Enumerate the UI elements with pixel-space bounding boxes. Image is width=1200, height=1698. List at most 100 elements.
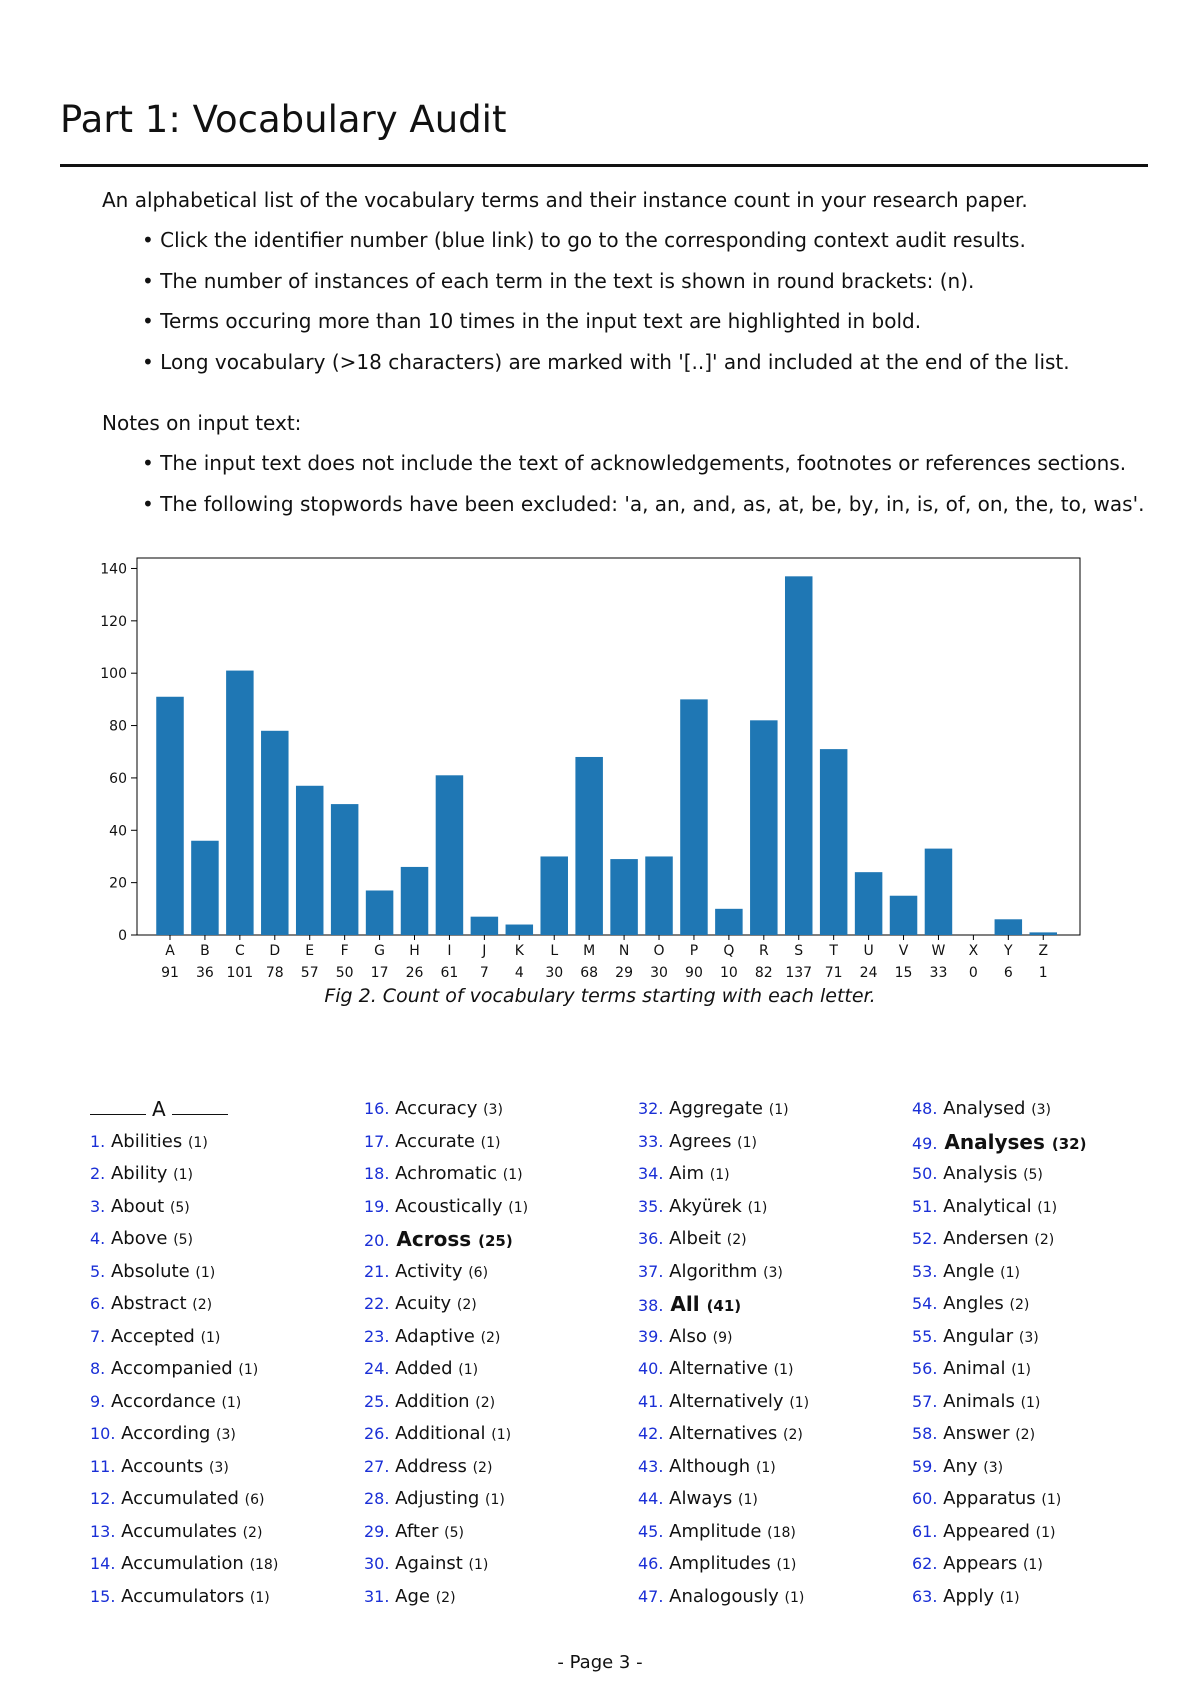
vocab-id-link[interactable]: 4. [90, 1229, 106, 1248]
vocab-id-link[interactable]: 21. [364, 1261, 390, 1281]
vocab-id-link[interactable]: 40. [638, 1359, 664, 1378]
vocab-count: (5) [173, 1232, 194, 1248]
vocab-id-link[interactable]: 7. [90, 1326, 106, 1346]
vocab-id-link[interactable]: 54. [912, 1294, 938, 1313]
vocab-id-link[interactable]: 13. [90, 1521, 116, 1541]
vocab-id-link[interactable]: 53. [912, 1261, 938, 1281]
vocab-id-link[interactable]: 57. [912, 1391, 938, 1411]
vocab-count: (1) [755, 1459, 776, 1476]
bar-value-label: 4 [515, 965, 524, 981]
vocab-term: About [105, 1195, 170, 1217]
vocab-id-link[interactable]: 28. [364, 1489, 390, 1508]
vocab-id-link[interactable]: 27. [364, 1456, 390, 1476]
vocab-term: Analysis [937, 1163, 1024, 1184]
vocab-entry: 49. Analyses (32) [912, 1126, 1182, 1159]
vocab-id-link[interactable]: 2. [90, 1164, 106, 1183]
vocab-term: Accompanied [105, 1358, 239, 1379]
vocab-id-link[interactable]: 11. [90, 1456, 116, 1476]
vocab-count: (1) [738, 1492, 758, 1508]
vocab-id-link[interactable]: 51. [912, 1196, 938, 1216]
vocab-id-link[interactable]: 42. [638, 1424, 664, 1443]
vocab-id-link[interactable]: 52. [912, 1229, 938, 1248]
vocab-id-link[interactable]: 60. [912, 1489, 938, 1508]
vocab-id-link[interactable]: 59. [912, 1456, 938, 1476]
vocab-id-link[interactable]: 55. [912, 1326, 938, 1346]
vocab-id-link[interactable]: 56. [912, 1359, 938, 1378]
vocab-id-link[interactable]: 32. [638, 1099, 664, 1118]
vocab-id-link[interactable]: 9. [90, 1391, 106, 1411]
vocab-id-link[interactable]: 49. [912, 1133, 938, 1153]
vocab-id-link[interactable]: 15. [90, 1586, 116, 1606]
vocab-id-link[interactable]: 50. [912, 1164, 938, 1183]
vocab-id-link[interactable]: 14. [90, 1554, 116, 1573]
vocab-id-link[interactable]: 8. [90, 1359, 106, 1378]
vocab-id-link[interactable]: 61. [912, 1521, 938, 1541]
bar-value-label: 61 [441, 965, 459, 981]
x-tick-label: D [269, 943, 280, 959]
x-tick-label: O [654, 943, 665, 959]
vocab-id-link[interactable]: 45. [638, 1521, 664, 1541]
vocab-id-link[interactable]: 46. [638, 1554, 664, 1573]
vocab-id-link[interactable]: 18. [364, 1164, 390, 1183]
vocab-term: Alternatively [663, 1390, 790, 1412]
vocab-column: A 1. Abilities (1) 2. Ability (1) 3. About … [90, 1093, 360, 1613]
vocab-id-link[interactable]: 62. [912, 1554, 938, 1573]
vocab-id-link[interactable]: 10. [90, 1424, 116, 1443]
vocab-id-link[interactable]: 30. [364, 1554, 390, 1573]
vocab-id-link[interactable]: 39. [638, 1326, 664, 1346]
heading-rule [90, 1114, 146, 1115]
letter-count-chart: 0 20 40 60 80 100 120 140 A 91 B 36 C 101 D 78 E 57 F 50 G 17… [0, 550, 1200, 990]
vocab-id-link[interactable]: 33. [638, 1131, 664, 1151]
vocab-id-link[interactable]: 36. [638, 1229, 664, 1248]
vocab-count: (1) [747, 1199, 768, 1216]
vocab-id-link[interactable]: 6. [90, 1294, 106, 1313]
vocab-id-link[interactable]: 34. [638, 1164, 664, 1183]
vocab-id-link[interactable]: 20. [364, 1231, 390, 1250]
page-number: - Page 3 - [557, 1652, 643, 1673]
vocab-id-link[interactable]: 17. [364, 1131, 390, 1151]
vocab-id-link[interactable]: 22. [364, 1294, 390, 1313]
x-tick-label: U [863, 943, 873, 959]
vocab-id-link[interactable]: 16. [364, 1099, 390, 1118]
vocab-term: Above [105, 1228, 174, 1249]
vocab-id-link[interactable]: 19. [364, 1196, 390, 1216]
vocab-id-link[interactable]: 3. [90, 1196, 106, 1216]
bar-value-label: 6 [1004, 965, 1013, 981]
vocab-id-link[interactable]: 12. [90, 1489, 116, 1508]
vocab-id-link[interactable]: 26. [364, 1424, 390, 1443]
vocab-id-link[interactable]: 29. [364, 1521, 390, 1541]
vocab-id-link[interactable]: 41. [638, 1391, 664, 1411]
vocab-id-link[interactable]: 44. [638, 1489, 664, 1508]
vocab-count: (1) [773, 1362, 794, 1378]
bar-value-label: 17 [371, 965, 389, 981]
vocab-id-link[interactable]: 58. [912, 1424, 938, 1443]
intro-bullet: Terms occuring more than 10 times in the… [142, 301, 1152, 342]
bar-a [156, 696, 184, 935]
vocab-id-link[interactable]: 47. [638, 1586, 664, 1606]
vocab-id-link[interactable]: 23. [364, 1326, 390, 1346]
vocab-id-link[interactable]: 37. [638, 1261, 664, 1281]
vocab-id-link[interactable]: 25. [364, 1391, 390, 1411]
vocab-entry: 6. Abstract (2) [90, 1288, 360, 1321]
vocab-id-link[interactable]: 38. [638, 1296, 664, 1315]
vocab-id-link[interactable]: 48. [912, 1099, 938, 1118]
x-tick-label: Z [1038, 943, 1048, 959]
vocab-id-link[interactable]: 31. [364, 1586, 390, 1606]
vocab-term: Apparatus [937, 1488, 1042, 1509]
vocab-id-link[interactable]: 63. [912, 1586, 938, 1606]
vocab-entry: 27. Address (2) [364, 1451, 634, 1484]
bar-value-label: 101 [226, 965, 253, 981]
vocab-count: (1) [480, 1134, 501, 1151]
vocab-term: Appears [937, 1553, 1023, 1574]
vocab-id-link[interactable]: 35. [638, 1196, 664, 1216]
vocab-count: (1) [1011, 1362, 1032, 1378]
vocab-count: (3) [1031, 1102, 1052, 1118]
vocab-count: (3) [216, 1427, 236, 1443]
vocab-id-link[interactable]: 43. [638, 1456, 664, 1476]
vocab-id-link[interactable]: 5. [90, 1261, 106, 1281]
vocab-count: (2) [475, 1394, 496, 1411]
vocab-id-link[interactable]: 24. [364, 1359, 390, 1378]
x-tick-label: B [200, 943, 210, 959]
vocab-term: Additional [389, 1423, 492, 1444]
vocab-id-link[interactable]: 1. [90, 1131, 106, 1151]
